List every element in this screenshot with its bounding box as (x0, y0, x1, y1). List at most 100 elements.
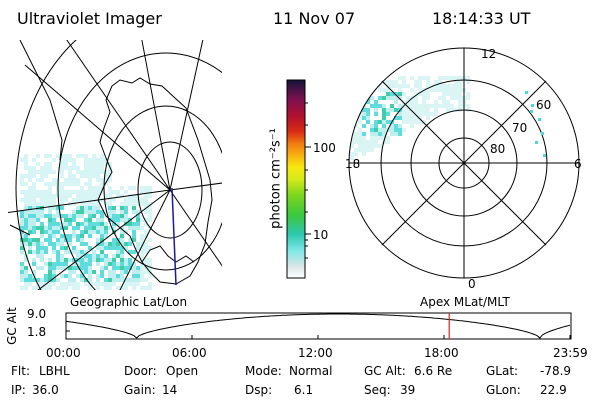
aurora-pixel (96, 190, 100, 194)
aurora-pixel (398, 76, 402, 80)
aurora-pixel (112, 262, 116, 266)
aurora-pixel (374, 128, 378, 132)
aurora-pixel (96, 238, 100, 242)
aurora-pixel (366, 92, 370, 96)
aurora-pixel (402, 80, 406, 84)
aurora-pixel (144, 230, 148, 234)
aurora-pixel (108, 258, 112, 262)
aurora-pixel (36, 194, 40, 198)
colorbar-tick-10: 10 (313, 228, 329, 242)
aurora-pixel (24, 278, 28, 282)
aurora-pixel (450, 96, 454, 100)
aurora-pixel (24, 210, 28, 214)
aurora-pixel (386, 140, 390, 144)
aurora-pixel (132, 210, 136, 214)
aurora-pixel (434, 108, 438, 112)
aurora-pixel (438, 76, 442, 80)
aurora-pixel (358, 128, 362, 132)
aurora-pixel (88, 190, 92, 194)
aurora-pixel (144, 202, 148, 206)
aurora-pixel (148, 246, 152, 250)
aurora-pixel (124, 286, 128, 290)
aurora-pixel (442, 76, 446, 80)
aurora-pixel (108, 286, 112, 290)
aurora-pixel (104, 226, 108, 230)
aurora-pixel (366, 144, 370, 148)
aurora-pixel (20, 274, 24, 278)
aurora-pixel (24, 226, 28, 230)
aurora-pixel (80, 262, 84, 266)
aurora-pixel (374, 108, 378, 112)
aurora-pixel (48, 270, 52, 274)
aurora-pixel (40, 222, 44, 226)
aurora-pixel (112, 282, 116, 286)
aurora-pixel (72, 246, 76, 250)
aurora-pixel (128, 278, 132, 282)
aurora-pixel (398, 92, 402, 96)
aurora-pixel (88, 210, 92, 214)
aurora-pixel (68, 194, 72, 198)
aurora-pixel (100, 218, 104, 222)
aurora-pixel (390, 80, 394, 84)
aurora-pixel (100, 166, 104, 170)
aurora-pixel (132, 286, 136, 290)
aurora-pixel (32, 262, 36, 266)
aurora-pixel (120, 258, 124, 262)
aurora-pixel (124, 246, 128, 250)
gcalt-value: 6.6 Re (414, 364, 453, 378)
aurora-pixel (64, 222, 68, 226)
door-label: Door: (124, 364, 157, 378)
aurora-pixel (28, 242, 32, 246)
aurora-pixel (148, 274, 152, 278)
aurora-pixel (40, 234, 44, 238)
aurora-pixel (354, 140, 358, 144)
aurora-pixel (136, 202, 140, 206)
aurora-pixel (132, 262, 136, 266)
aurora-pixel (378, 136, 382, 140)
aurora-pixel (398, 132, 402, 136)
aurora-pixel (386, 88, 390, 92)
aurora-pixel (92, 166, 96, 170)
aurora-pixel (76, 226, 80, 230)
aurora-pixel (386, 92, 390, 96)
aurora-pixel (60, 246, 64, 250)
aurora-pixel (434, 88, 438, 92)
aurora-pixel (96, 282, 100, 286)
aurora-pixel (370, 96, 374, 100)
aurora-pixel (378, 132, 382, 136)
aurora-pixel (40, 202, 44, 206)
aurora-pixel (92, 250, 96, 254)
aurora-pixel (92, 154, 96, 158)
aurora-pixel (56, 214, 60, 218)
aurora-pixel (124, 190, 128, 194)
aurora-pixel (354, 108, 358, 112)
aurora-pixel (148, 266, 152, 270)
aurora-pixel (64, 198, 68, 202)
aurora-pixel (88, 174, 92, 178)
coastline-detail (141, 245, 195, 263)
aurora-pixel (28, 186, 32, 190)
aurora-pixel (116, 266, 120, 270)
aurora-pixel (56, 258, 60, 262)
aurora-pixel (140, 270, 144, 274)
aurora-pixel (32, 270, 36, 274)
aurora-pixel (32, 166, 36, 170)
aurora-pixel (128, 238, 132, 242)
aurora-pixel (68, 234, 72, 238)
aurora-pixel (28, 210, 32, 214)
aurora-pixel (124, 262, 128, 266)
aurora-pixel (72, 210, 76, 214)
aurora-pixel (394, 108, 398, 112)
lat-circle-mid (57, 52, 222, 290)
aurora-pixel (24, 218, 28, 222)
aurora-pixel (354, 136, 358, 140)
aurora-pixel (402, 120, 406, 124)
aurora-pixel (132, 202, 136, 206)
aurora-pixel (148, 206, 152, 210)
aurora-pixel (370, 132, 374, 136)
instrument-title: Ultraviolet Imager (17, 9, 162, 28)
emission-dot (535, 141, 538, 144)
aurora-pixel (390, 84, 394, 88)
aurora-pixel (32, 210, 36, 214)
aurora-pixel (104, 178, 108, 182)
